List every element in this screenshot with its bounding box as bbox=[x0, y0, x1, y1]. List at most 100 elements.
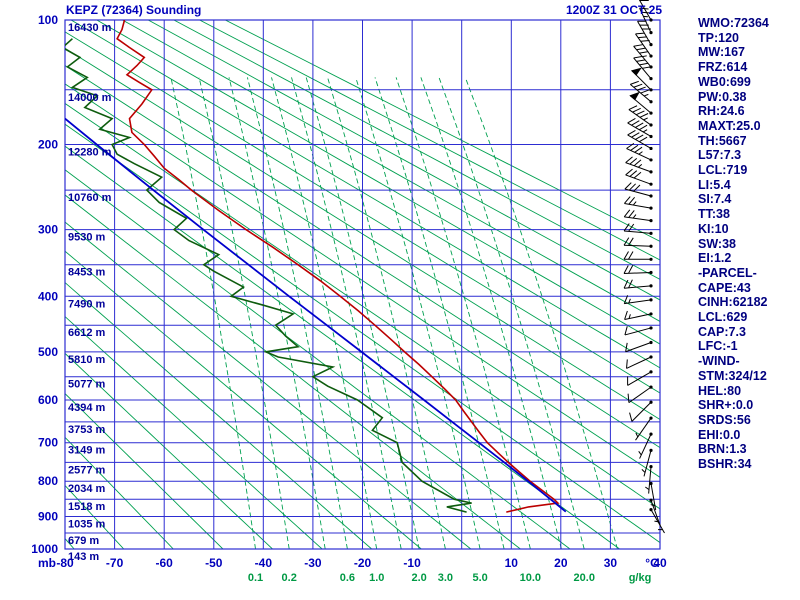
mixing-ratio-lines-line bbox=[305, 77, 420, 549]
mixing-ratio-lines-line bbox=[291, 77, 402, 549]
wind-barb-full bbox=[633, 55, 643, 59]
index-line: LI:5.4 bbox=[698, 177, 731, 192]
wind-barb-staff bbox=[623, 244, 652, 247]
wind-barb-full bbox=[624, 182, 632, 190]
height-labels-text: 7490 m bbox=[68, 298, 106, 310]
height-labels-text: 6612 m bbox=[68, 327, 106, 339]
datetime-label: 1200Z 31 OCT 25 bbox=[565, 3, 662, 17]
wind-barb-staff bbox=[624, 327, 652, 336]
wind-barb-full bbox=[637, 86, 646, 91]
wind-barb-staff bbox=[624, 202, 652, 209]
page-title: KEPZ (72364) Sounding bbox=[66, 3, 202, 17]
wind-barb-full bbox=[630, 80, 639, 85]
wind-barb-full bbox=[624, 196, 631, 204]
index-line: EI:1.2 bbox=[698, 251, 732, 266]
wind-barb-full bbox=[626, 142, 635, 149]
index-line: MW:167 bbox=[698, 45, 746, 60]
temp-axis-labels-text: -40 bbox=[255, 556, 273, 570]
wind-barb-full bbox=[628, 265, 634, 274]
mixing-ratio-labels-text: 0.2 bbox=[282, 572, 297, 584]
wind-barb-staff bbox=[625, 174, 652, 185]
dry-adiabats-line bbox=[65, 250, 422, 549]
temp-axis-labels: -80 -70 -60 -50 -40 -30 -20 -10 10 20 30 40°C bbox=[56, 556, 667, 570]
wind-barb-full bbox=[639, 124, 648, 131]
wind-barb-full bbox=[627, 130, 636, 136]
pressure-labels-text: 400 bbox=[38, 289, 58, 303]
dewpoint-trace-line bbox=[65, 38, 472, 513]
index-line: L57:7.3 bbox=[698, 148, 742, 163]
wind-barb-full bbox=[630, 144, 639, 151]
wind-barb-full bbox=[624, 326, 628, 336]
plot-border bbox=[64, 19, 661, 550]
wind-barb-staff bbox=[624, 216, 652, 222]
wind-barb-flag bbox=[629, 91, 640, 101]
pressure-labels-text: 200 bbox=[38, 138, 58, 152]
mixing-ratio-labels-text: 0.1 bbox=[248, 572, 263, 584]
temp-axis-labels-text: -60 bbox=[155, 556, 173, 570]
wind-barb-full bbox=[638, 36, 648, 39]
index-line: LCL:719 bbox=[698, 163, 748, 178]
wind-barb-staff bbox=[623, 272, 652, 274]
parcel-trace-line bbox=[65, 117, 567, 513]
mixing-ratio-lines-line bbox=[355, 77, 481, 549]
dry-adiabats-line bbox=[65, 352, 273, 549]
wind-barb-full bbox=[628, 223, 635, 232]
wind-barb-full bbox=[629, 412, 633, 422]
pressure-labels-text: 600 bbox=[38, 393, 58, 407]
height-labels-text: 12280 m bbox=[68, 147, 112, 159]
wind-barb-full bbox=[627, 393, 630, 403]
parcel-trace bbox=[65, 117, 567, 513]
pressure-labels-text: mb bbox=[38, 556, 56, 570]
wind-barb-full bbox=[628, 279, 633, 289]
index-line: TH:5667 bbox=[698, 133, 747, 148]
mixing-ratio-labels-text: 0.6 bbox=[340, 572, 355, 584]
height-labels-text: 5077 m bbox=[68, 379, 106, 391]
wind-barb-half bbox=[635, 432, 639, 438]
dry-adiabats-line bbox=[65, 281, 372, 549]
wind-barb-full bbox=[640, 89, 650, 94]
pressure-labels-text: 1000 bbox=[31, 542, 58, 556]
wind-barb-full bbox=[623, 237, 630, 246]
wind-barb-full bbox=[633, 159, 642, 167]
wind-barb-full bbox=[627, 118, 636, 124]
mixing-ratio-lines-line bbox=[438, 77, 585, 549]
wind-barb-full bbox=[633, 83, 643, 88]
index-line: CAPE:43 bbox=[698, 280, 751, 295]
wind-barb-full bbox=[625, 168, 633, 176]
wind-barb-half bbox=[642, 55, 647, 58]
pressure-labels-text: 100 bbox=[38, 13, 58, 27]
wind-barb-full bbox=[628, 197, 636, 205]
temp-axis-labels-text: 20 bbox=[554, 556, 568, 570]
index-line: KI:10 bbox=[698, 221, 729, 236]
pressure-labels-text: 900 bbox=[38, 509, 58, 523]
wind-barb-full bbox=[641, 11, 651, 14]
index-line: SI:7.4 bbox=[698, 192, 732, 207]
wind-barb-half bbox=[628, 298, 631, 304]
temperature-trace bbox=[116, 20, 560, 513]
wind-barb-full bbox=[631, 120, 640, 126]
height-labels-text: 2034 m bbox=[68, 483, 106, 495]
index-line: BSHR:34 bbox=[698, 457, 752, 472]
pressure-labels-text: 800 bbox=[38, 474, 58, 488]
wind-barb-half bbox=[645, 486, 650, 490]
wind-barb-full bbox=[642, 66, 652, 69]
wind-barb-full bbox=[625, 342, 628, 352]
wind-barb-staff bbox=[624, 230, 652, 234]
wind-barb-full bbox=[633, 44, 643, 47]
wind-barb-full bbox=[639, 7, 649, 10]
height-labels-text: 4394 m bbox=[68, 402, 106, 414]
wind-barb-half bbox=[643, 93, 649, 97]
dry-adiabats-line bbox=[96, 20, 660, 345]
height-labels-text: 8453 m bbox=[68, 267, 106, 279]
height-labels-text: 14000 m bbox=[68, 92, 112, 104]
wind-barb-staff bbox=[631, 401, 652, 422]
height-labels-text: 2577 m bbox=[68, 464, 106, 476]
wind-barb-full bbox=[639, 51, 649, 54]
mixing-ratio-lines-line bbox=[464, 77, 618, 549]
wind-barb-full bbox=[639, 136, 648, 143]
index-line: WMO:72364 bbox=[698, 16, 769, 30]
wind-barb-full bbox=[636, 59, 646, 62]
wind-barb-full bbox=[628, 183, 636, 191]
pressure-labels-text: 300 bbox=[38, 223, 58, 237]
wind-barb-staff bbox=[628, 109, 652, 126]
